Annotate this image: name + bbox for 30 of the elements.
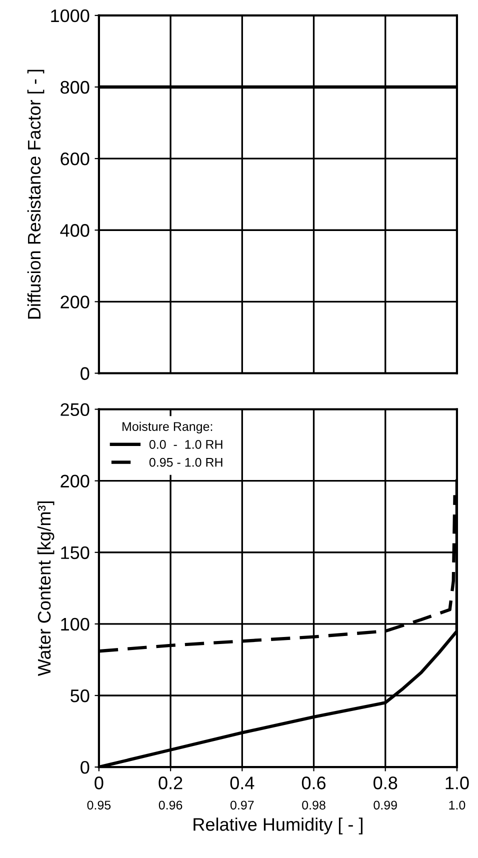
x2-tick-label: 0.97	[230, 800, 254, 810]
y-axis-title: Diffusion Resistance Factor [ - ]	[27, 70, 44, 319]
x2-tick-label: 0.96	[158, 800, 182, 810]
y-tick-label: 800	[60, 80, 90, 94]
y-tick-label: 0	[80, 367, 90, 380]
y-tick-label: 1000	[51, 9, 90, 22]
y-axis-title: Water Content [kg/m³]	[37, 501, 54, 676]
x-axis-title: Relative Humidity [ - ]	[194, 818, 362, 834]
y-tick-label: 200	[60, 474, 90, 488]
y-tick-label: 50	[70, 689, 90, 702]
x-tick-label: 1.0	[446, 776, 469, 790]
x-tick-label: 0.4	[230, 776, 254, 790]
x-tick-label: 0.2	[158, 776, 182, 790]
x2-tick-label: 0.98	[302, 800, 326, 810]
y-tick-label: 100	[61, 618, 90, 631]
y-tick-label: 200	[60, 296, 90, 308]
y-tick-label: 250	[60, 403, 90, 416]
x2-tick-label: 1.0	[449, 800, 466, 810]
legend-label: 0.95 - 1.0 RH	[149, 458, 222, 467]
x-tick-label: 0	[94, 776, 104, 790]
y-tick-label: 0	[80, 760, 90, 774]
x2-tick-label: 0.95	[87, 800, 111, 810]
x-tick-label: 0.8	[374, 776, 398, 790]
legend-label: 0.0 - 1.0 RH	[149, 440, 222, 449]
legend-title: Moisture Range:	[122, 422, 212, 434]
y-tick-label: 400	[60, 224, 90, 237]
x-tick-label: 0.6	[302, 776, 326, 790]
x2-tick-label: 0.99	[374, 800, 397, 810]
y-tick-label: 150	[61, 546, 90, 560]
y-tick-label: 600	[60, 152, 90, 166]
